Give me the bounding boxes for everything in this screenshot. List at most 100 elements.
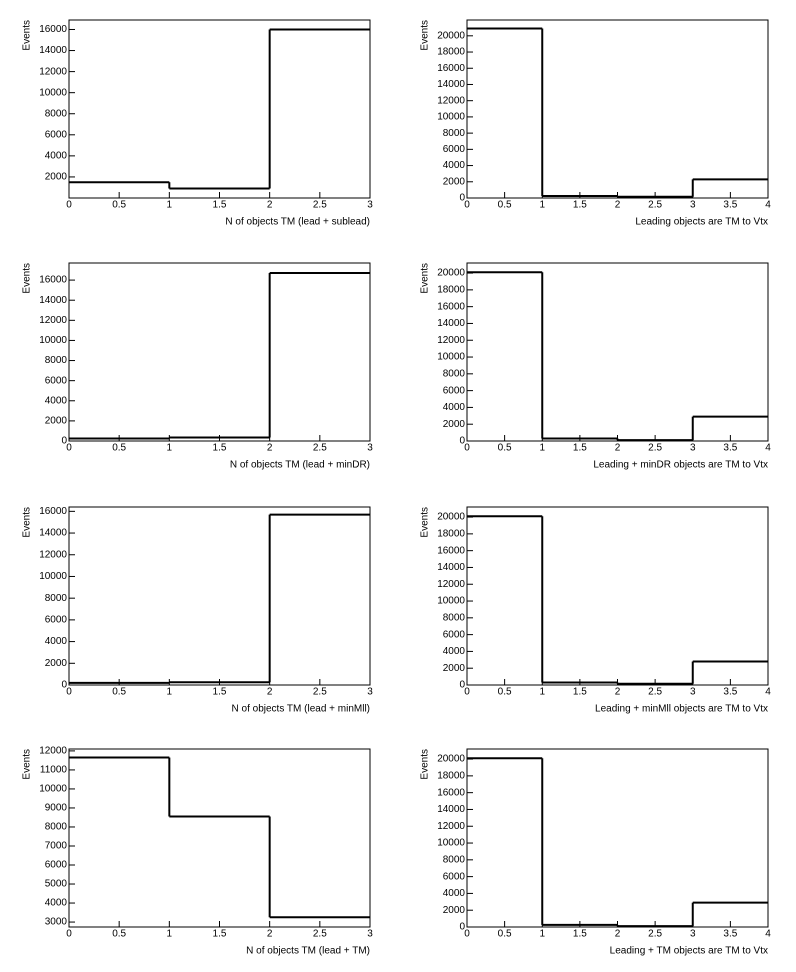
x-axis-label: Leading + TM objects are TM to Vtx [610, 946, 768, 957]
y-tick-label: 20000 [437, 30, 465, 41]
y-tick-label: 8000 [443, 128, 466, 139]
x-tick-label: 1.5 [213, 443, 227, 454]
x-tick-label: 3 [367, 200, 373, 211]
y-tick-label: 8000 [45, 355, 68, 366]
plot-frame [466, 19, 769, 199]
x-tick-label: 1 [539, 443, 545, 454]
y-tick-label: 14000 [39, 528, 67, 539]
x-axis-label: N of objects TM (lead + TM) [246, 946, 370, 957]
y-tick-label: 0 [459, 680, 465, 691]
x-tick-label: 1 [167, 200, 173, 211]
x-tick-label: 0.5 [498, 443, 512, 454]
y-tick-label: 12000 [437, 821, 465, 832]
plot-frame [466, 262, 769, 442]
plot-frame [68, 748, 371, 928]
y-tick-label: 4000 [45, 636, 68, 647]
x-tick-label: 3 [367, 929, 373, 940]
y-tick-label: 7000 [45, 841, 68, 852]
x-tick-label: 1.5 [213, 200, 227, 211]
y-tick-label: 10000 [39, 784, 67, 795]
y-tick-label: 3000 [45, 917, 68, 928]
y-tick-label: 16000 [39, 506, 67, 517]
y-tick-label: 6000 [443, 629, 466, 640]
y-tick-label: 16000 [39, 24, 67, 35]
y-tick-label: 2000 [45, 172, 68, 183]
y-tick-label: 20000 [437, 512, 465, 523]
x-tick-label: 3 [367, 687, 373, 698]
x-tick-label: 3 [367, 443, 373, 454]
y-tick-label: 18000 [437, 47, 465, 58]
y-tick-label: 6000 [45, 615, 68, 626]
x-tick-label: 1 [167, 929, 173, 940]
x-tick-label: 4 [765, 200, 771, 211]
y-tick-label: 12000 [39, 549, 67, 560]
x-tick-label: 1.5 [573, 443, 587, 454]
x-tick-label: 0 [66, 443, 72, 454]
y-axis-label: Events [22, 263, 33, 294]
plot-frame [68, 262, 371, 442]
x-tick-label: 2 [615, 200, 621, 211]
y-tick-label: 2000 [443, 176, 466, 187]
y-tick-label: 8000 [45, 822, 68, 833]
x-tick-label: 1 [167, 687, 173, 698]
x-tick-label: 1.5 [213, 687, 227, 698]
y-tick-label: 2000 [443, 905, 466, 916]
y-tick-label: 12000 [39, 66, 67, 77]
x-axis-label: N of objects TM (lead + minDR) [230, 460, 370, 471]
x-tick-label: 3 [690, 687, 696, 698]
y-tick-label: 2000 [45, 416, 68, 427]
y-tick-label: 12000 [437, 95, 465, 106]
x-tick-label: 2.5 [313, 443, 327, 454]
x-tick-label: 3 [690, 200, 696, 211]
y-tick-label: 16000 [39, 275, 67, 286]
x-axis-label: N of objects TM (lead + sublead) [225, 217, 370, 228]
y-tick-label: 8000 [443, 612, 466, 623]
y-tick-label: 2000 [443, 419, 466, 430]
y-tick-label: 9000 [45, 803, 68, 814]
x-tick-label: 2 [267, 929, 273, 940]
x-tick-label: 1 [539, 200, 545, 211]
x-tick-label: 0 [66, 200, 72, 211]
y-tick-label: 0 [459, 436, 465, 447]
x-tick-label: 3.5 [723, 929, 737, 940]
y-axis-label: Events [22, 749, 33, 780]
y-tick-label: 4000 [45, 395, 68, 406]
x-tick-label: 2 [267, 443, 273, 454]
x-tick-label: 0.5 [112, 200, 126, 211]
x-tick-label: 1 [539, 929, 545, 940]
y-tick-label: 10000 [437, 596, 465, 607]
y-tick-label: 6000 [443, 871, 466, 882]
x-tick-label: 2.5 [648, 687, 662, 698]
y-tick-label: 6000 [443, 385, 466, 396]
x-tick-label: 3.5 [723, 200, 737, 211]
x-tick-label: 2 [615, 687, 621, 698]
y-tick-label: 14000 [437, 804, 465, 815]
y-axis-label: Events [420, 263, 431, 294]
x-axis-label: Leading + minDR objects are TM to Vtx [593, 460, 768, 471]
plot-frame [466, 506, 769, 686]
x-tick-label: 1.5 [573, 687, 587, 698]
x-tick-label: 2.5 [313, 200, 327, 211]
x-tick-label: 0.5 [112, 443, 126, 454]
y-tick-label: 18000 [437, 285, 465, 296]
x-tick-label: 0.5 [498, 687, 512, 698]
plot-frame [68, 506, 371, 686]
x-tick-label: 0.5 [112, 687, 126, 698]
x-tick-label: 1.5 [573, 929, 587, 940]
y-tick-label: 4000 [443, 160, 466, 171]
y-tick-label: 10000 [437, 112, 465, 123]
y-tick-label: 8000 [45, 108, 68, 119]
y-tick-label: 5000 [45, 879, 68, 890]
x-tick-label: 4 [765, 687, 771, 698]
x-axis-label: Leading objects are TM to Vtx [635, 217, 768, 228]
y-tick-label: 0 [61, 680, 67, 691]
y-tick-label: 8000 [45, 593, 68, 604]
x-tick-label: 2 [267, 687, 273, 698]
y-tick-label: 20000 [437, 754, 465, 765]
y-tick-label: 2000 [45, 658, 68, 669]
x-axis-label: Leading + minMll objects are TM to Vtx [595, 704, 768, 715]
x-tick-label: 1 [539, 687, 545, 698]
x-tick-label: 1.5 [213, 929, 227, 940]
